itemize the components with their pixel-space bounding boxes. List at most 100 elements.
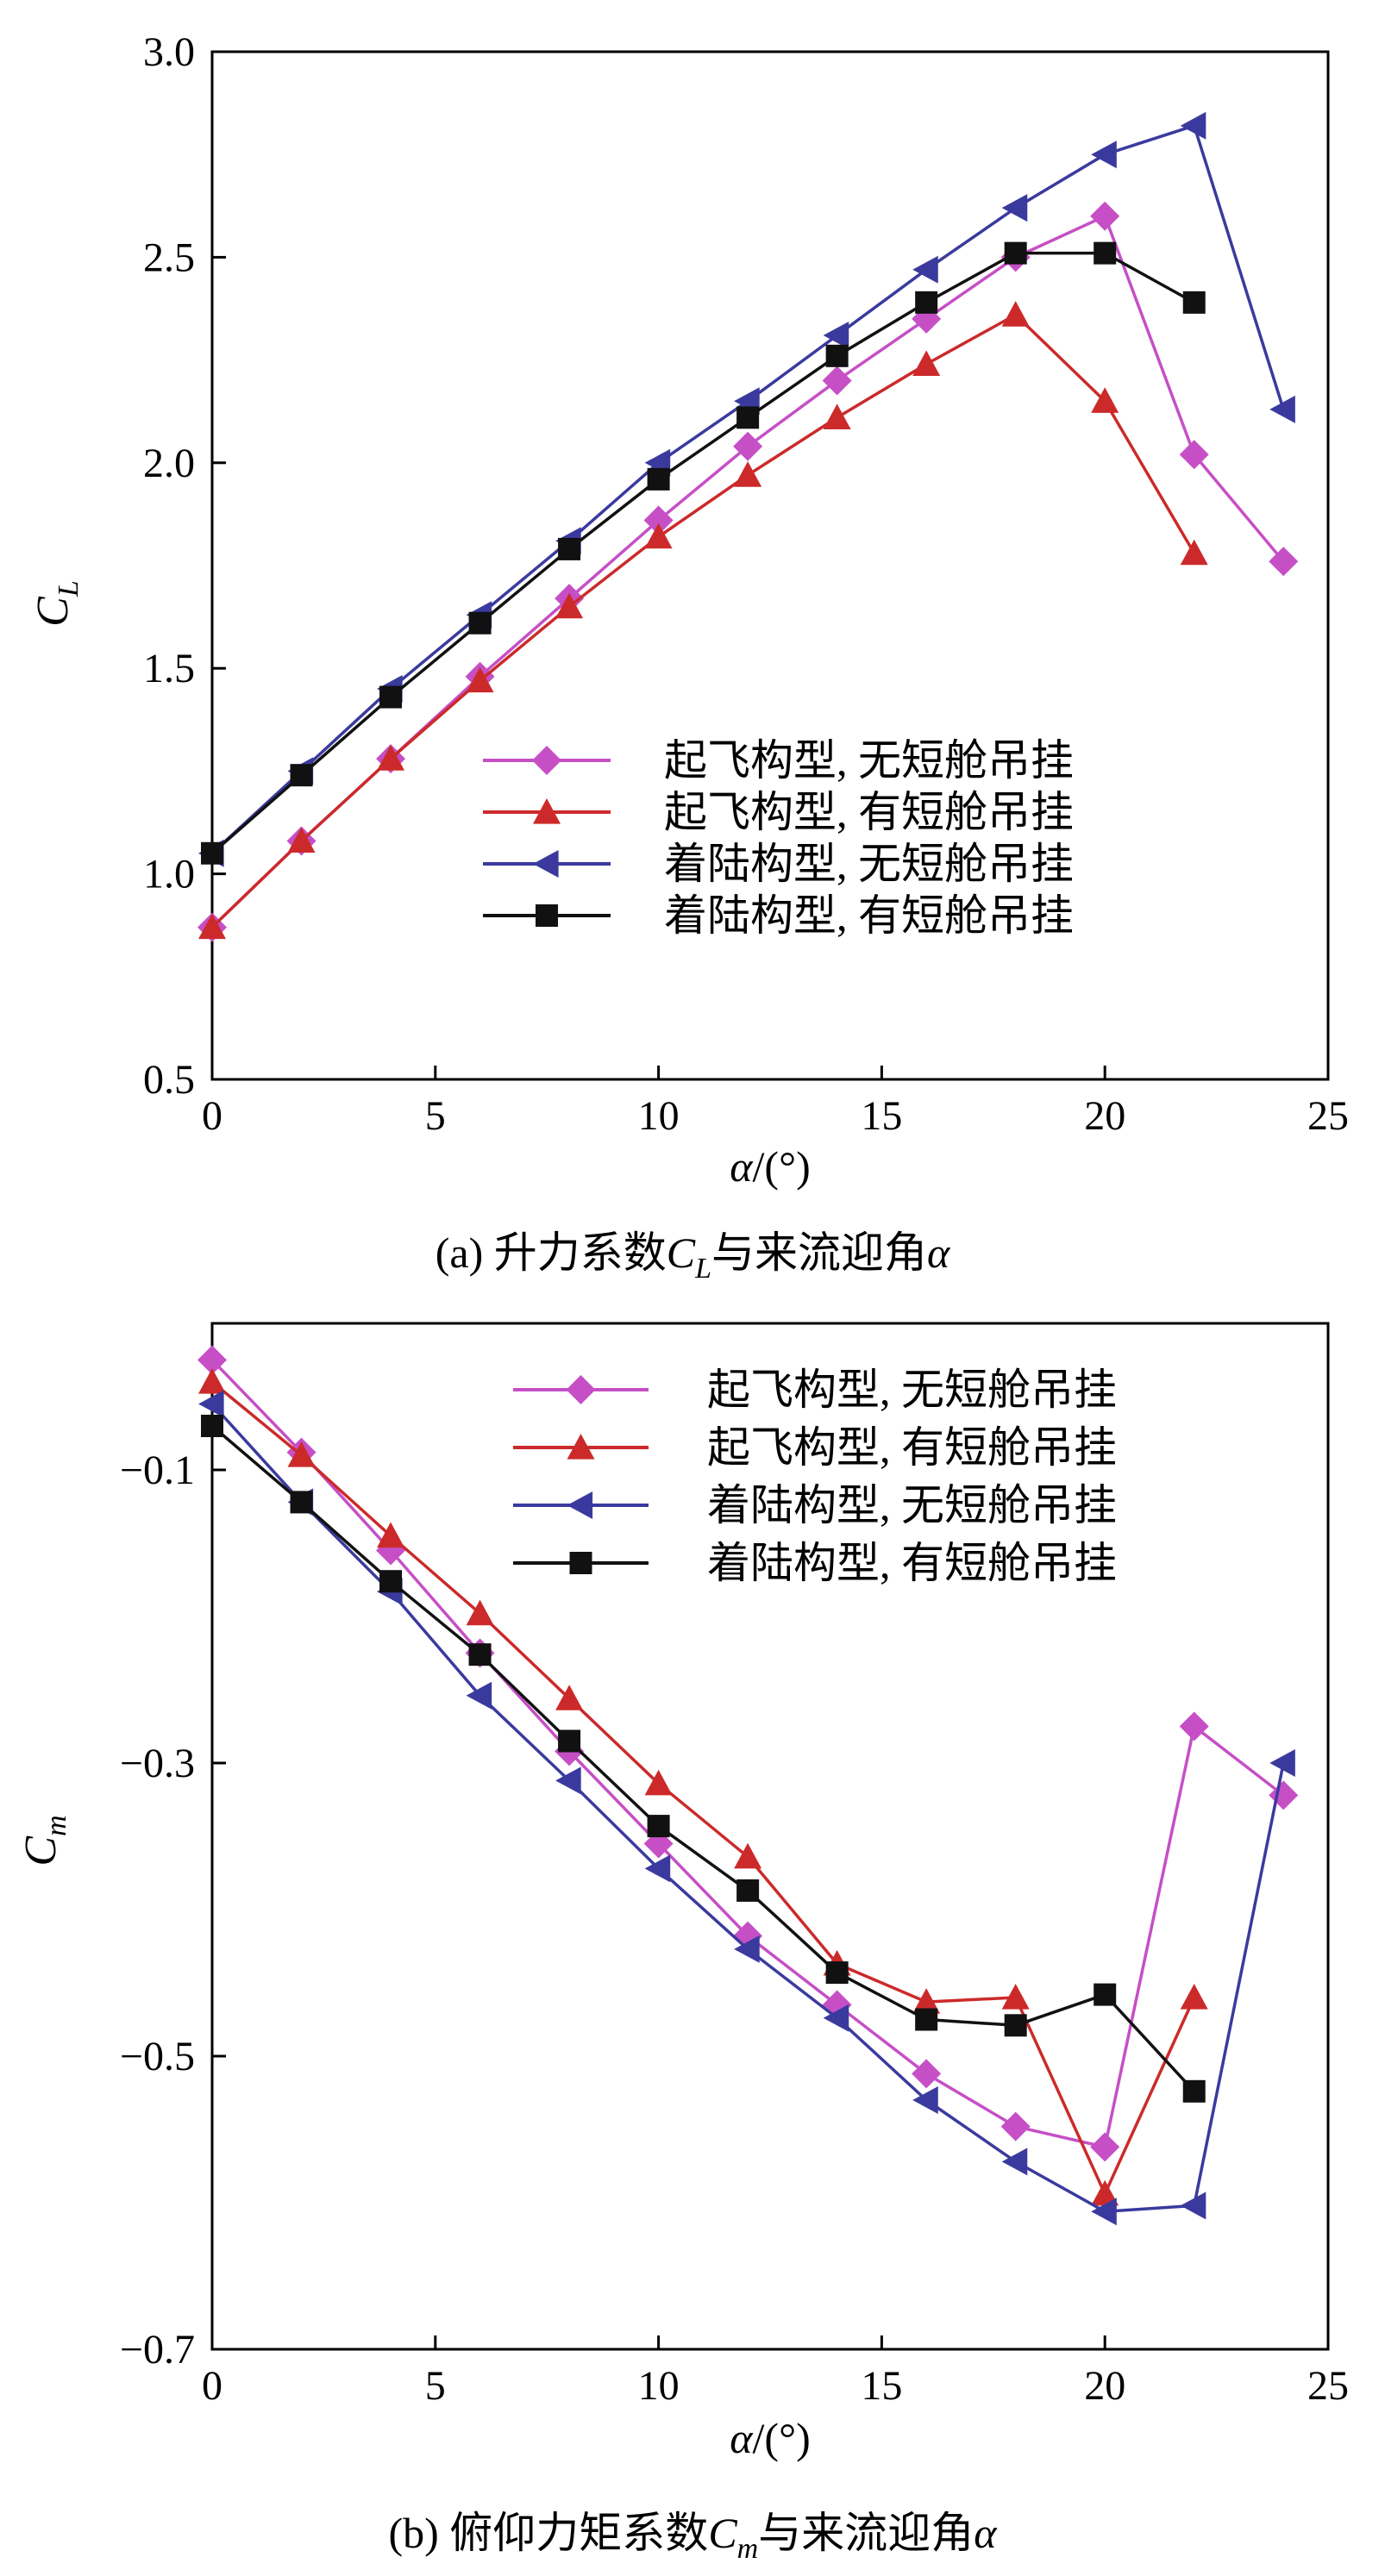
y-tick-label: −0.1 — [120, 1447, 195, 1493]
data-point — [1094, 1983, 1117, 2006]
x-tick-label: 25 — [1307, 2363, 1349, 2409]
data-point — [643, 505, 674, 535]
caption-variable: C — [708, 2509, 737, 2557]
data-point — [644, 522, 673, 549]
x-tick-label: 25 — [1307, 1093, 1349, 1139]
data-point — [825, 344, 849, 367]
legend-label: 着陆构型, 有短舱吊挂 — [664, 891, 1074, 940]
legend-label: 着陆构型, 有短舱吊挂 — [707, 1539, 1117, 1587]
legend-marker — [569, 1552, 592, 1574]
y-tick-label: 1.0 — [143, 852, 195, 897]
data-point — [1090, 201, 1120, 231]
data-point — [1091, 387, 1119, 413]
data-point — [647, 467, 670, 491]
data-point — [823, 403, 851, 429]
data-point — [1001, 301, 1030, 327]
series-2 — [198, 1368, 1208, 2206]
data-point — [466, 666, 494, 693]
y-axis-label-sub: m — [41, 1815, 72, 1836]
x-axis-label: α/(°) — [730, 1142, 810, 1191]
y-tick-label: 2.5 — [143, 234, 195, 280]
legend-label: 起飞构型, 无短舱吊挂 — [664, 736, 1074, 785]
data-point — [287, 827, 316, 853]
data-point — [734, 461, 762, 487]
data-point — [377, 745, 405, 771]
data-point — [466, 1599, 494, 1626]
data-point — [1269, 395, 1295, 423]
data-point — [558, 1729, 581, 1753]
legend-entry: 起飞构型, 有短舱吊挂 — [513, 1423, 1117, 1472]
caption-variable: C — [667, 1229, 696, 1277]
data-point — [912, 2059, 942, 2089]
data-point — [198, 1390, 224, 1418]
data-point — [733, 431, 763, 461]
x-tick-label: 10 — [638, 1093, 680, 1139]
data-point — [290, 764, 313, 787]
data-point — [823, 2004, 849, 2032]
legend-entry: 着陆构型, 无短舱吊挂 — [483, 840, 1074, 888]
legend-marker — [533, 798, 561, 824]
data-point — [915, 291, 938, 314]
data-point — [1000, 2111, 1031, 2141]
data-point — [912, 350, 941, 376]
plot-frame — [210, 50, 1330, 1081]
data-point — [201, 841, 223, 865]
legend-entry: 着陆构型, 有短舱吊挂 — [513, 1539, 1117, 1587]
y-axis-label: CL — [28, 580, 85, 627]
series-line — [210, 1359, 1285, 2149]
caption-alpha: α — [927, 1229, 951, 1277]
data-point — [1091, 141, 1117, 169]
data-point — [1091, 2179, 1119, 2206]
x-tick-label: 20 — [1084, 1093, 1125, 1139]
x-tick-label: 0 — [202, 1093, 222, 1139]
legend-entry: 着陆构型, 有短舱吊挂 — [483, 891, 1074, 940]
legend-entry: 起飞构型, 无短舱吊挂 — [483, 736, 1074, 785]
data-point — [1090, 2132, 1120, 2162]
data-point — [912, 1988, 941, 2014]
data-point — [1182, 2079, 1206, 2103]
series-4 — [201, 241, 1206, 865]
x-tick-label: 20 — [1084, 2363, 1125, 2409]
data-point — [1182, 291, 1206, 314]
data-point — [1001, 194, 1028, 222]
caption-suffix: 与来流迎角 — [758, 2509, 974, 2557]
caption-variable-sub: m — [737, 2533, 759, 2565]
data-point — [912, 2086, 938, 2114]
data-point — [379, 1570, 403, 1593]
legend-label: 起飞构型, 有短舱吊挂 — [707, 1423, 1117, 1472]
data-point — [1180, 111, 1206, 140]
data-point — [1269, 1749, 1295, 1777]
y-tick-label: −0.7 — [120, 2327, 195, 2373]
legend-entry: 着陆构型, 无短舱吊挂 — [513, 1481, 1117, 1529]
x-tick-label: 0 — [202, 2363, 222, 2409]
x-tick-label: 5 — [425, 2363, 446, 2409]
data-point — [287, 1441, 316, 1467]
caption-alpha: α — [974, 2509, 998, 2557]
legend-label: 起飞构型, 无短舱吊挂 — [707, 1366, 1117, 1414]
y-tick-label: 1.5 — [143, 646, 195, 691]
series-4 — [201, 1415, 1206, 2103]
x-tick-label: 15 — [861, 1093, 902, 1139]
data-point — [736, 406, 760, 429]
series-line — [210, 313, 1196, 928]
y-tick-label: −0.3 — [120, 1741, 195, 1786]
series-line — [210, 1424, 1196, 2092]
data-point — [644, 1769, 673, 1796]
x-axis-label-alpha: α — [730, 2414, 754, 2462]
x-tick-label: 5 — [425, 1093, 446, 1139]
data-point — [377, 1522, 405, 1548]
data-point — [1094, 241, 1117, 265]
data-point — [822, 366, 852, 396]
y-axis-label: Cm — [16, 1815, 72, 1866]
data-point — [290, 1491, 313, 1514]
caption-prefix: (b) 俯仰力矩系数 — [389, 2509, 709, 2557]
data-point — [1001, 1984, 1030, 2010]
data-point — [647, 1815, 670, 1838]
legend-label: 起飞构型, 有短舱吊挂 — [664, 788, 1074, 836]
data-point — [198, 1368, 226, 1394]
data-point — [198, 913, 226, 940]
x-axis-label: α/(°) — [730, 2414, 810, 2462]
